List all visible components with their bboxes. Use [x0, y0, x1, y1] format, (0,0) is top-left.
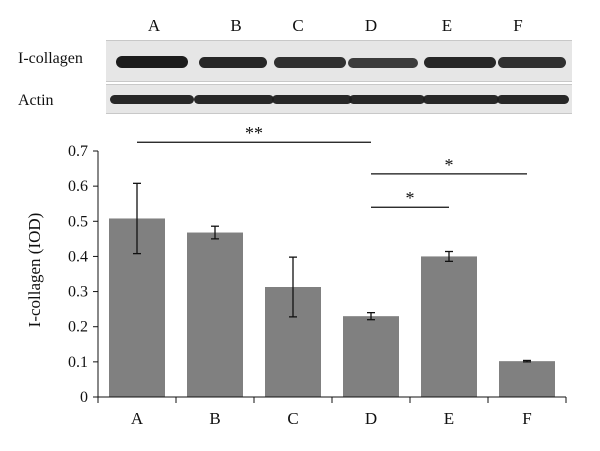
y-tick-label: 0.6: [68, 178, 88, 195]
x-tick-label-a: A: [131, 409, 144, 428]
actin-band-a: [110, 95, 194, 104]
collagen-band-c: [274, 57, 346, 68]
actin-band-b: [194, 95, 274, 104]
x-tick-label-b: B: [209, 409, 220, 428]
blot-lane-label-a: A: [147, 16, 161, 35]
actin-band-f: [497, 95, 569, 104]
x-tick-label-e: E: [444, 409, 454, 428]
x-tick-label-c: C: [287, 409, 298, 428]
collagen-band-e: [424, 57, 496, 68]
collagen-band-f: [498, 57, 566, 68]
bar-layer: [109, 182, 555, 397]
blot-lane-label-b: B: [230, 16, 242, 35]
x-tick-label-d: D: [365, 409, 377, 428]
y-tick-label: 0.3: [68, 284, 88, 301]
blot-lane-label-f: F: [513, 16, 523, 35]
y-tick-label: 0.2: [68, 319, 88, 336]
blot-lane-label-d: D: [364, 16, 378, 35]
axis-layer: 0 0.1 0.2 0.3 0.4 0.5 0.6 0.7 A B C D E F: [68, 143, 567, 428]
significance-label-a-d: **: [245, 123, 263, 143]
blot-row-label-actin: Actin: [18, 92, 54, 109]
bar-d: [343, 316, 399, 397]
y-axis-title: I-collagen (IOD): [25, 213, 44, 328]
actin-blot-strip: [106, 84, 572, 114]
collagen-blot-strip: [106, 40, 572, 82]
significance-layer: ****: [137, 123, 527, 208]
blot-row-label-collagen: I-collagen: [18, 50, 83, 67]
y-tick-label: 0.5: [68, 213, 88, 230]
actin-band-c: [272, 95, 352, 104]
y-tick-label: 0.7: [68, 143, 88, 160]
bar-e: [421, 256, 477, 397]
bar-b: [187, 232, 243, 397]
actin-band-e: [423, 95, 499, 104]
y-tick-label: 0.4: [68, 248, 88, 265]
y-tick-label: 0.1: [68, 354, 88, 371]
significance-label-d-f: *: [445, 155, 454, 175]
collagen-band-d: [348, 58, 418, 68]
y-tick-label: 0: [80, 389, 88, 406]
collagen-band-b: [199, 57, 267, 68]
blot-lane-label-e: E: [441, 16, 453, 35]
x-tick-label-f: F: [522, 409, 531, 428]
collagen-band-a: [116, 56, 188, 68]
actin-band-d: [349, 95, 425, 104]
bar-f: [499, 361, 555, 397]
significance-label-d-e: *: [406, 188, 415, 208]
blot-lane-label-c: C: [292, 16, 304, 35]
